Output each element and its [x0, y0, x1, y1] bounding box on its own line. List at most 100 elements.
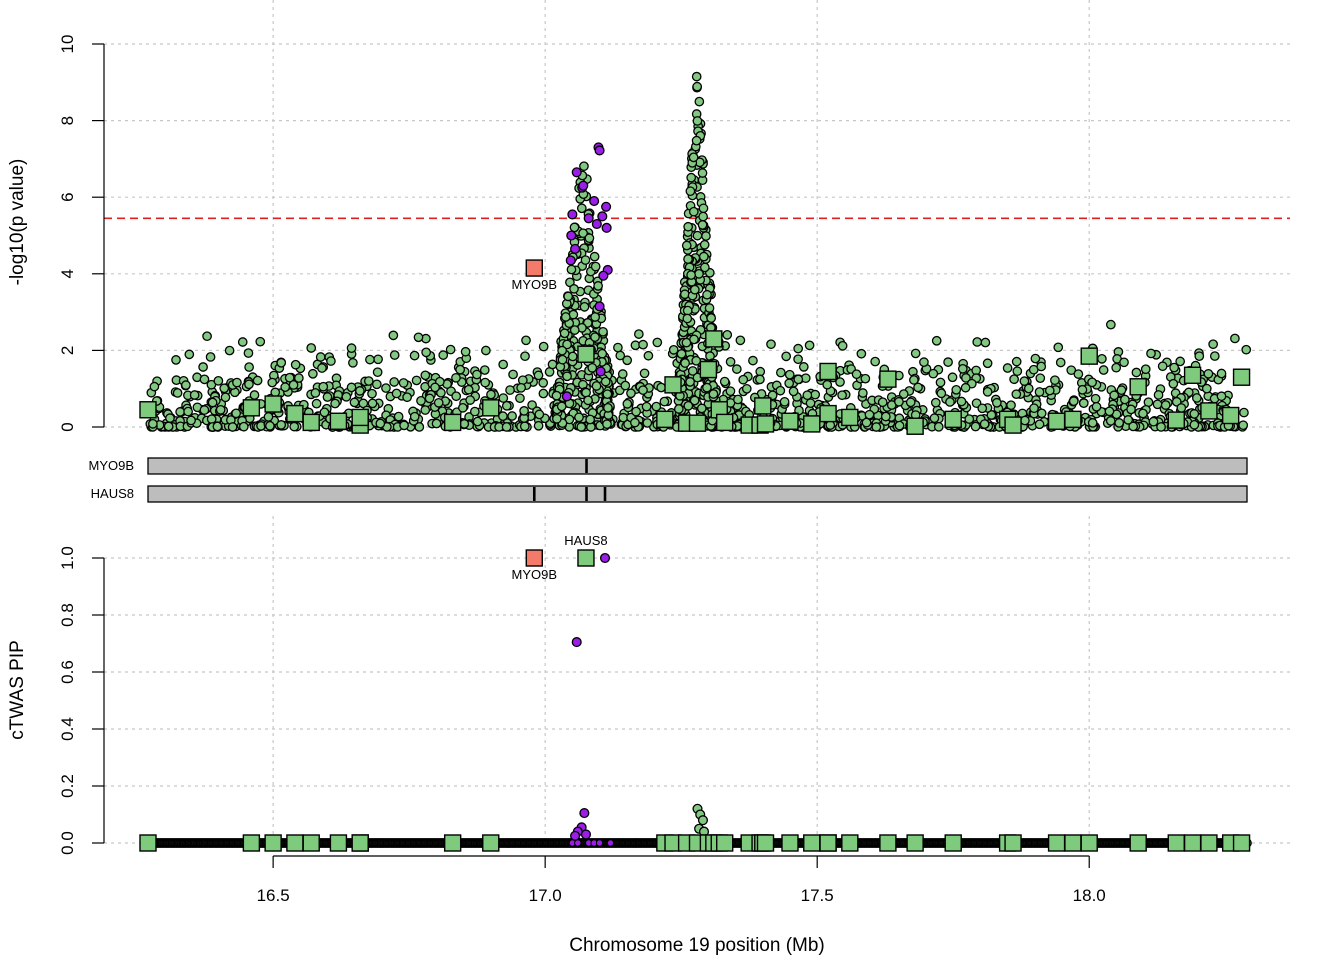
gwas-gene-marker [443, 413, 462, 432]
gwas-snp-point [411, 375, 422, 386]
gwas-snp-point [652, 337, 663, 348]
gwas-snp-point [280, 382, 291, 393]
gwas-snp-point [698, 203, 709, 214]
gwas-snp-point [202, 331, 212, 342]
gwas-snp-point [451, 372, 461, 383]
gwas-snp-point [1077, 384, 1088, 395]
gwas-snp-point [1169, 362, 1179, 373]
gwas-snp-point [556, 401, 567, 412]
pip-gene-marker [1232, 834, 1251, 852]
gwas-snp-point [591, 381, 602, 391]
gwas-snp-point [722, 329, 733, 340]
gwas-snp-point [919, 357, 929, 368]
gwas-y-tick-label: 2 [58, 346, 77, 355]
gwas-snp-point [238, 421, 249, 432]
gwas-snp-point [308, 368, 318, 379]
gwas-gene-marker [1221, 406, 1240, 425]
gwas-snp-point [991, 397, 1002, 408]
gwas-snp-point [793, 343, 804, 354]
gwas-gene-marker [242, 399, 261, 417]
gwas-y-axis: 0 2 4 6 8 10 [58, 35, 105, 432]
gwas-snp-point [685, 186, 696, 197]
gwas-gene-marker [1183, 366, 1202, 384]
gwas-gene-marker [302, 413, 320, 432]
gwas-gene-marker [879, 370, 897, 388]
gwas-snp-point [699, 239, 710, 250]
pip-gene-marker [879, 834, 897, 852]
pip-gene-marker [841, 834, 859, 852]
gwas-snp-point [694, 96, 705, 107]
gwas-snp-point [970, 421, 981, 432]
pip-y-tick-label: 0.8 [58, 603, 77, 627]
pip-gene-marker [756, 834, 775, 852]
gwas-snp-point [224, 345, 235, 356]
gwas-snp-point [755, 374, 765, 385]
gwas-snp-point [381, 383, 391, 393]
gwas-snp-point [692, 116, 703, 126]
gwas-snp-point [1119, 357, 1129, 368]
gwas-snp-point [681, 240, 692, 251]
gwas-snp-point [600, 376, 611, 387]
gwas-snp-point [880, 411, 891, 422]
gwas-snp-point [1020, 415, 1030, 426]
gwas-snp-point [445, 344, 456, 355]
gwas-snp-point [945, 397, 955, 407]
gwas-snp-point [420, 370, 431, 381]
gwas-snp-point [363, 376, 374, 386]
gwas-snp-point [673, 404, 684, 414]
gwas-snp-point [860, 373, 871, 384]
gwas-gene-marker [841, 408, 859, 427]
gwas-snp-point [183, 406, 193, 417]
gwas-snp-point [977, 403, 988, 414]
gwas-snp-point [956, 396, 967, 407]
gwas-highlighted-snp [571, 167, 582, 178]
gwas-snp-point [929, 413, 940, 424]
gwas-snp-point [219, 383, 230, 394]
gwas-snp-point [704, 303, 715, 313]
gwas-snp-point [1034, 387, 1045, 397]
pip-gene-marker [716, 834, 734, 852]
gwas-snp-point [311, 398, 322, 409]
gwas-snp-point [689, 284, 700, 295]
gwas-snp-point [957, 363, 968, 374]
gwas-snp-point [692, 230, 703, 241]
gwas-snp-point [1109, 390, 1120, 401]
gwas-snp-point [643, 350, 654, 361]
gwas-snp-point [894, 420, 905, 431]
gwas-snp-point [371, 379, 382, 390]
pip-gene-marker [577, 549, 595, 567]
pip-gridlines [104, 516, 1290, 847]
pip-gene-marker [781, 834, 799, 852]
gwas-snp-point [538, 341, 549, 352]
gwas-snp-point [519, 421, 530, 432]
gwas-snp-point [227, 422, 238, 432]
gwas-snp-point [534, 409, 545, 420]
gwas-snp-point [486, 389, 496, 400]
gwas-gene-marker [716, 413, 734, 432]
gwas-gene-marker [351, 408, 369, 427]
gwas-snp-point [688, 206, 699, 217]
gwas-snp-point [1241, 344, 1252, 355]
gwas-gene-marker [1232, 368, 1251, 386]
gwas-snp-point [527, 400, 537, 410]
pip-snp-points [143, 552, 1252, 848]
gwas-gene-marker [803, 415, 821, 433]
gwas-gene-marker [1064, 410, 1082, 429]
gwas-snp-point [326, 356, 336, 366]
gwas-snp-point [804, 340, 815, 351]
pip-gene-marker [302, 834, 320, 852]
gwas-snp-point [641, 401, 652, 412]
gwas-snp-point [231, 408, 241, 419]
gwas-snp-point [413, 332, 424, 343]
gwas-snp-point [576, 203, 587, 214]
gwas-snp-point [1073, 369, 1084, 379]
gwas-snp-point [638, 385, 648, 396]
gwas-snp-point [414, 422, 425, 432]
pip-y-tick-label: 0.4 [58, 717, 77, 741]
gwas-highlighted-snp [597, 211, 608, 222]
gwas-snp-point [1044, 385, 1055, 396]
gwas-snp-point [375, 418, 386, 429]
gwas-snp-point [1216, 391, 1227, 402]
gwas-highlighted-snp [561, 391, 572, 402]
